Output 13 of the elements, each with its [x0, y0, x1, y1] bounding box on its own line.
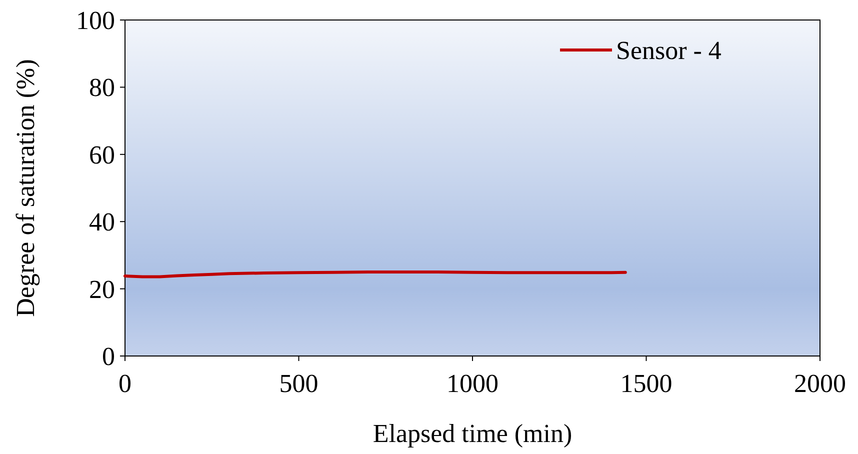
x-tick-label: 1500	[620, 369, 672, 398]
y-tick-label: 0	[102, 342, 115, 371]
y-tick-label: 20	[89, 274, 115, 304]
x-tick-label: 500	[279, 369, 318, 398]
y-tick-label: 100	[76, 6, 115, 35]
y-axis-title: Degree of saturation (%)	[11, 59, 40, 317]
y-tick-label: 80	[89, 73, 115, 102]
y-tick-label: 60	[89, 140, 115, 170]
x-axis-title: Elapsed time (min)	[372, 419, 572, 448]
y-tick-label: 40	[89, 208, 115, 237]
legend-label: Sensor - 4	[616, 36, 722, 65]
x-tick-label: 1000	[446, 369, 498, 398]
x-tick-label: 2000	[794, 369, 846, 398]
